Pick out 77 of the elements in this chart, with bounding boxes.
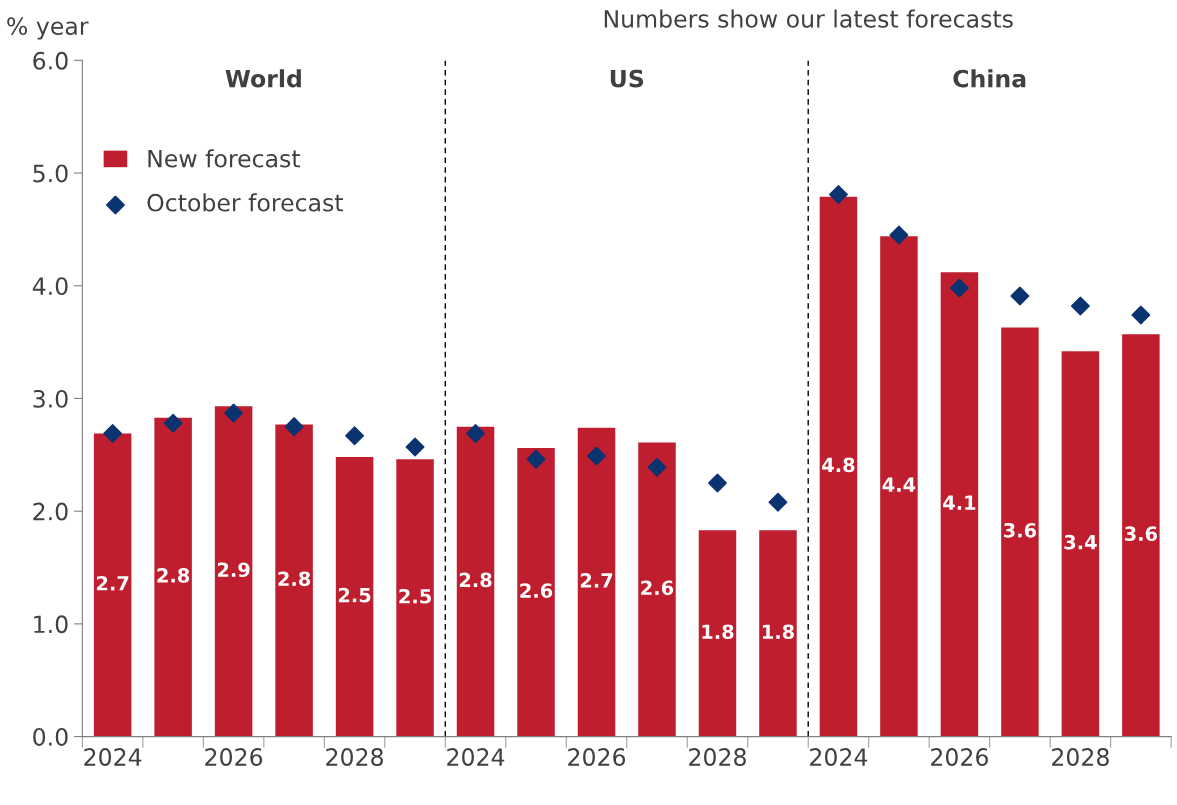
bar	[940, 272, 979, 737]
text: Numbers show our latest forecasts	[604, 9, 1013, 28]
data-label: 2.6	[520, 583, 553, 598]
point	[708, 473, 727, 493]
x-tick-label: 2024	[84, 748, 142, 766]
annotation: World	[225, 69, 301, 88]
x-tick-label: 2024	[810, 748, 868, 766]
data-label: 2.8	[278, 571, 311, 587]
point	[405, 437, 425, 457]
data-label: 2.7	[580, 573, 613, 588]
data-label: 4.8	[822, 457, 855, 473]
annotation: US	[610, 69, 644, 88]
x-tick-label: 2028	[689, 748, 746, 766]
data-label: 4.4	[882, 477, 916, 492]
x-tick-label: 2026	[931, 748, 988, 766]
bar	[1001, 327, 1039, 737]
annotation: China	[953, 69, 1026, 88]
point	[466, 423, 486, 443]
bar	[275, 424, 313, 737]
x-tick-label: 2026	[205, 748, 263, 766]
bar	[638, 442, 676, 737]
x-tick-label: 2026	[568, 748, 626, 766]
bar	[577, 427, 616, 737]
data-label: 1.8	[702, 624, 734, 640]
y-tick-label: 5.0	[33, 164, 68, 183]
y-axis-title: % year	[7, 17, 89, 40]
bar	[1061, 351, 1100, 737]
point	[889, 225, 909, 245]
data-label: 4.1	[943, 495, 976, 510]
bar	[456, 426, 495, 737]
data-label: 2.5	[399, 588, 431, 604]
data-label: 2.9	[217, 562, 250, 578]
data-label: 1.8	[762, 624, 794, 640]
bar	[335, 457, 374, 737]
point	[224, 403, 244, 423]
bar	[1122, 334, 1160, 737]
bar	[880, 236, 918, 737]
x-tick-label: 2028	[326, 748, 383, 766]
y-tick-label: 1.0	[34, 615, 68, 634]
point	[828, 185, 848, 204]
bar	[154, 417, 192, 737]
point	[587, 446, 606, 466]
point	[1010, 286, 1030, 306]
bar	[698, 530, 737, 737]
y-tick-label: 4.0	[32, 277, 68, 296]
point	[1070, 296, 1090, 316]
point	[284, 417, 304, 437]
bar	[214, 406, 253, 737]
point	[103, 423, 123, 443]
data-label: 3.6	[1124, 526, 1158, 542]
data-label: 3.4	[1064, 534, 1097, 550]
point	[647, 457, 667, 477]
point	[526, 449, 546, 469]
data-label: 3.6	[1003, 522, 1037, 538]
point	[1131, 305, 1151, 325]
point	[768, 492, 788, 512]
point	[345, 426, 365, 446]
y-tick-label: 2.0	[33, 502, 68, 521]
legend-label: New forecast	[148, 149, 301, 168]
data-label: 2.8	[157, 568, 190, 583]
bar	[517, 448, 555, 737]
y-tick-label: 0.0	[33, 728, 68, 746]
data-label: 2.8	[459, 572, 492, 588]
x-tick-label: 2028	[1052, 748, 1109, 766]
bar	[759, 530, 797, 737]
data-label: 2.7	[96, 575, 129, 591]
bar	[819, 196, 858, 737]
y-tick-label: 3.0	[33, 389, 68, 408]
data-label: 2.6	[641, 580, 674, 596]
y-tick-label: 6.0	[33, 51, 68, 70]
point	[163, 413, 183, 433]
data-label: 2.5	[338, 587, 371, 603]
point	[949, 278, 969, 298]
legend-label: October forecast	[147, 193, 344, 212]
x-tick-label: 2024	[447, 748, 505, 766]
bar	[93, 433, 132, 737]
bar	[396, 459, 434, 737]
